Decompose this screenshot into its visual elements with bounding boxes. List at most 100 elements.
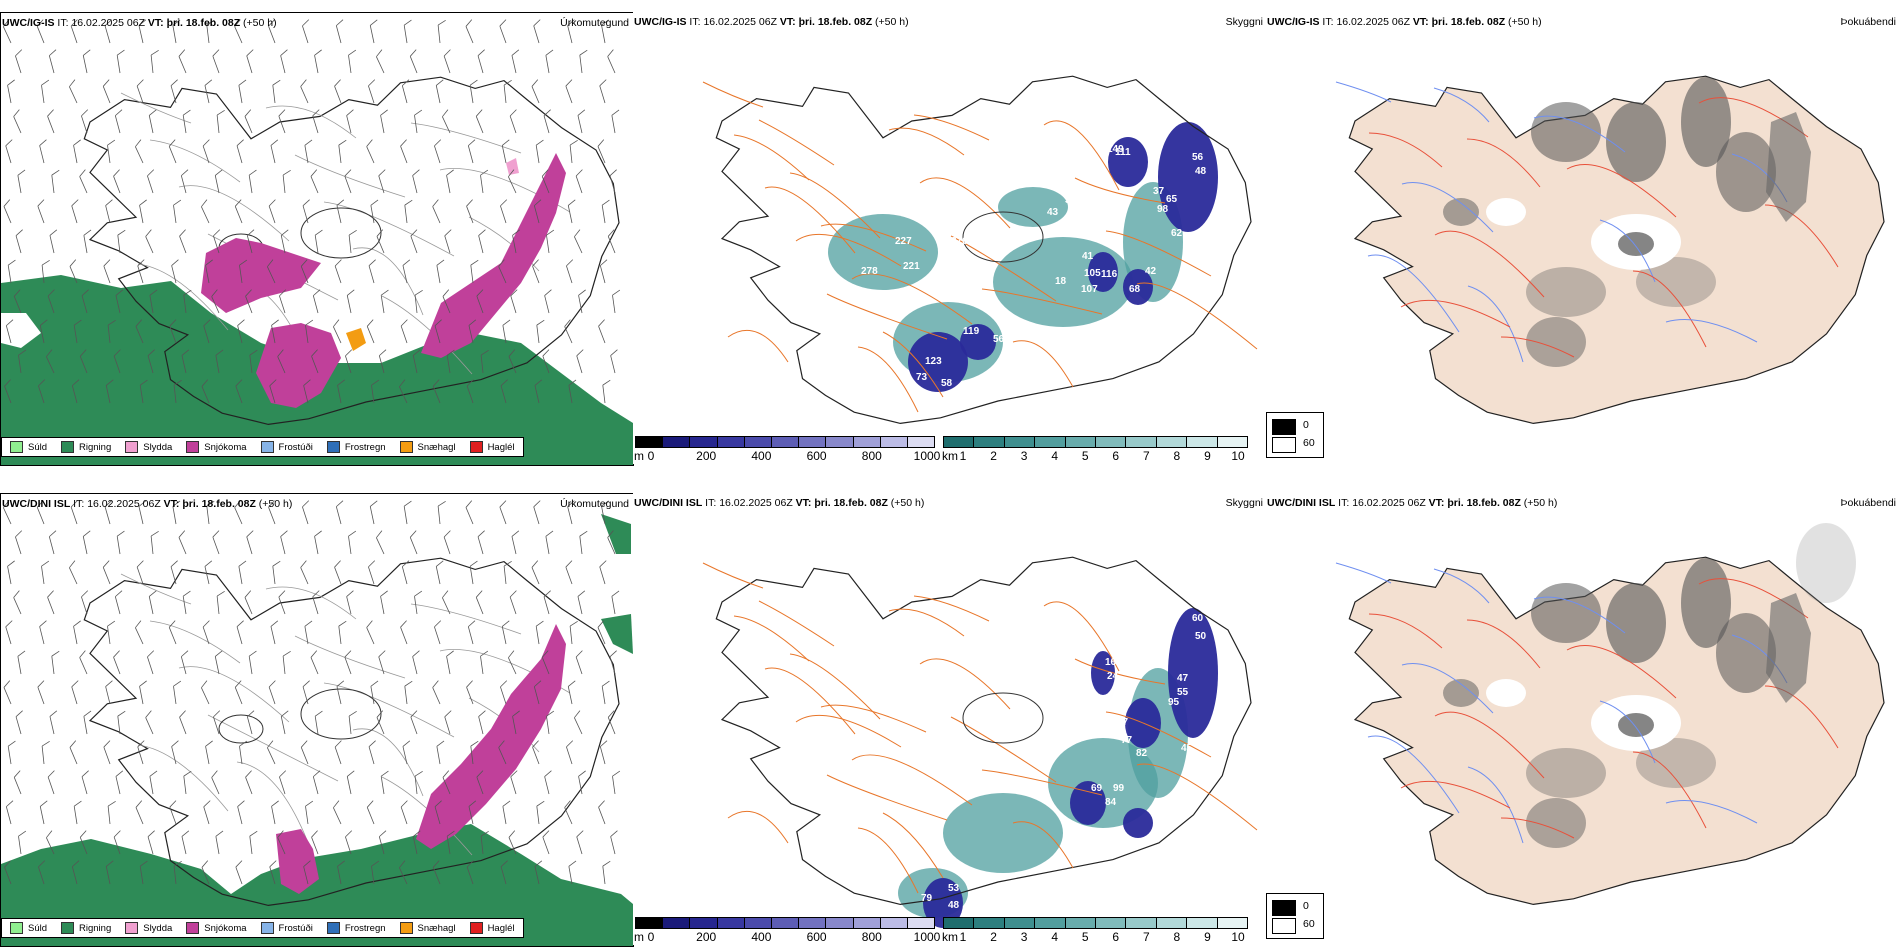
wind-barb (182, 109, 191, 134)
road-line (1043, 120, 1120, 191)
wind-barb (432, 199, 441, 224)
sleet-area (506, 158, 519, 175)
vt-label: VT: (147, 17, 164, 29)
colorbar-unit: m (634, 449, 644, 463)
wind-barb (344, 650, 352, 675)
wind-barb (314, 229, 323, 254)
colorbar-tick: 7 (1142, 449, 1150, 463)
wind-barb (139, 199, 147, 224)
wind-barb (568, 379, 577, 404)
road-line (410, 603, 522, 635)
wind-barb (532, 740, 540, 765)
fog-map-content (1335, 75, 1885, 425)
wind-barb (103, 740, 111, 765)
wind-barb (599, 79, 607, 104)
legend-label: Frostregn (344, 441, 386, 453)
wind-barb (575, 650, 583, 675)
wind-barb (215, 830, 224, 855)
visibility-value-label: 68 (1129, 284, 1141, 295)
wind-barb (338, 620, 347, 645)
fog-panel-bottom: UWC/DINI ISL IT: 16.02.2025 06Z VT: þri.… (1266, 493, 1900, 945)
wind-barb (400, 139, 408, 164)
wind-barb (601, 680, 610, 705)
wind-barb (104, 500, 112, 525)
ceiling-area (1108, 137, 1148, 187)
wind-barb (206, 19, 215, 44)
visibility-value-label: 198 (1105, 628, 1122, 639)
wind-barb (147, 169, 155, 194)
wind-barb (567, 680, 576, 705)
wind-barb (13, 590, 22, 615)
wind-barb (611, 109, 620, 134)
wind-barb (311, 830, 319, 855)
colorbar-cells (943, 917, 1248, 929)
wind-barb (47, 770, 55, 795)
road-line (294, 154, 406, 198)
wind-barb (432, 379, 441, 404)
wind-barb (409, 49, 418, 74)
wind-barb (7, 740, 16, 765)
colorbar-cell (717, 437, 745, 447)
visibility-value-label: 116 (1101, 269, 1118, 280)
colorbar-tick: 5 (1081, 449, 1089, 463)
wind-barb (246, 229, 255, 254)
wind-barb (414, 109, 423, 134)
wind-barb (475, 109, 484, 134)
wind-barb (302, 19, 310, 44)
wind-barb (3, 19, 12, 44)
wind-barb (149, 289, 158, 314)
wind-barb (171, 740, 179, 765)
wind-barb (39, 139, 47, 164)
visibility-value-label: 41 (1082, 251, 1094, 262)
wind-barb (83, 229, 92, 254)
fog-map-content (1335, 523, 1885, 906)
fog-area (1681, 558, 1731, 648)
wind-barb (468, 800, 477, 825)
colorbar-unit: km (942, 449, 958, 463)
colorbar-tick: 200 (696, 449, 717, 463)
colorbar-cell (907, 437, 935, 447)
wind-barb (404, 680, 413, 705)
legend-label: Snæhagl (417, 922, 456, 934)
wind-barb (114, 109, 123, 134)
wind-barb (107, 800, 116, 825)
visibility-value-label: 95 (1168, 697, 1180, 708)
wind-barb (268, 500, 276, 525)
wind-barb (36, 19, 45, 44)
wind-barb (444, 229, 452, 254)
wind-barb (170, 79, 178, 104)
wind-barb (546, 229, 555, 254)
legend-swatch (125, 922, 139, 934)
model-name: UWC/DINI ISL (2, 498, 71, 510)
wind-barb (213, 710, 221, 735)
wind-barb (113, 349, 121, 374)
visibility-value-label: 99 (1113, 783, 1125, 794)
wind-barb (48, 49, 57, 74)
wind-barb (468, 319, 477, 344)
wind-barb (81, 289, 89, 314)
visibility-value-label: 98 (1157, 204, 1169, 215)
wind-barb (107, 139, 116, 164)
road-line (1434, 711, 1545, 779)
wind-barb (480, 349, 489, 374)
wind-barb (532, 259, 540, 284)
wind-barb (410, 710, 418, 735)
wind-barb (370, 680, 379, 705)
fog-area (1796, 523, 1856, 603)
wind-barb (46, 349, 55, 374)
visibility-value-label: 42 (1145, 266, 1157, 277)
fog-area (1526, 798, 1586, 848)
wind-barb (371, 860, 380, 885)
wind-barb (480, 169, 489, 194)
wind-barb (378, 830, 387, 855)
road-line (820, 704, 927, 733)
fog-area (1526, 748, 1606, 798)
wind-barb (444, 710, 452, 735)
ceiling-area (1168, 608, 1218, 738)
colorbar-cell (1065, 437, 1097, 447)
wind-barb (511, 49, 520, 74)
wind-barb (83, 710, 92, 735)
wind-barb (612, 770, 621, 795)
visibility-value-label: 69 (1091, 783, 1103, 794)
wind-barb (412, 169, 420, 194)
